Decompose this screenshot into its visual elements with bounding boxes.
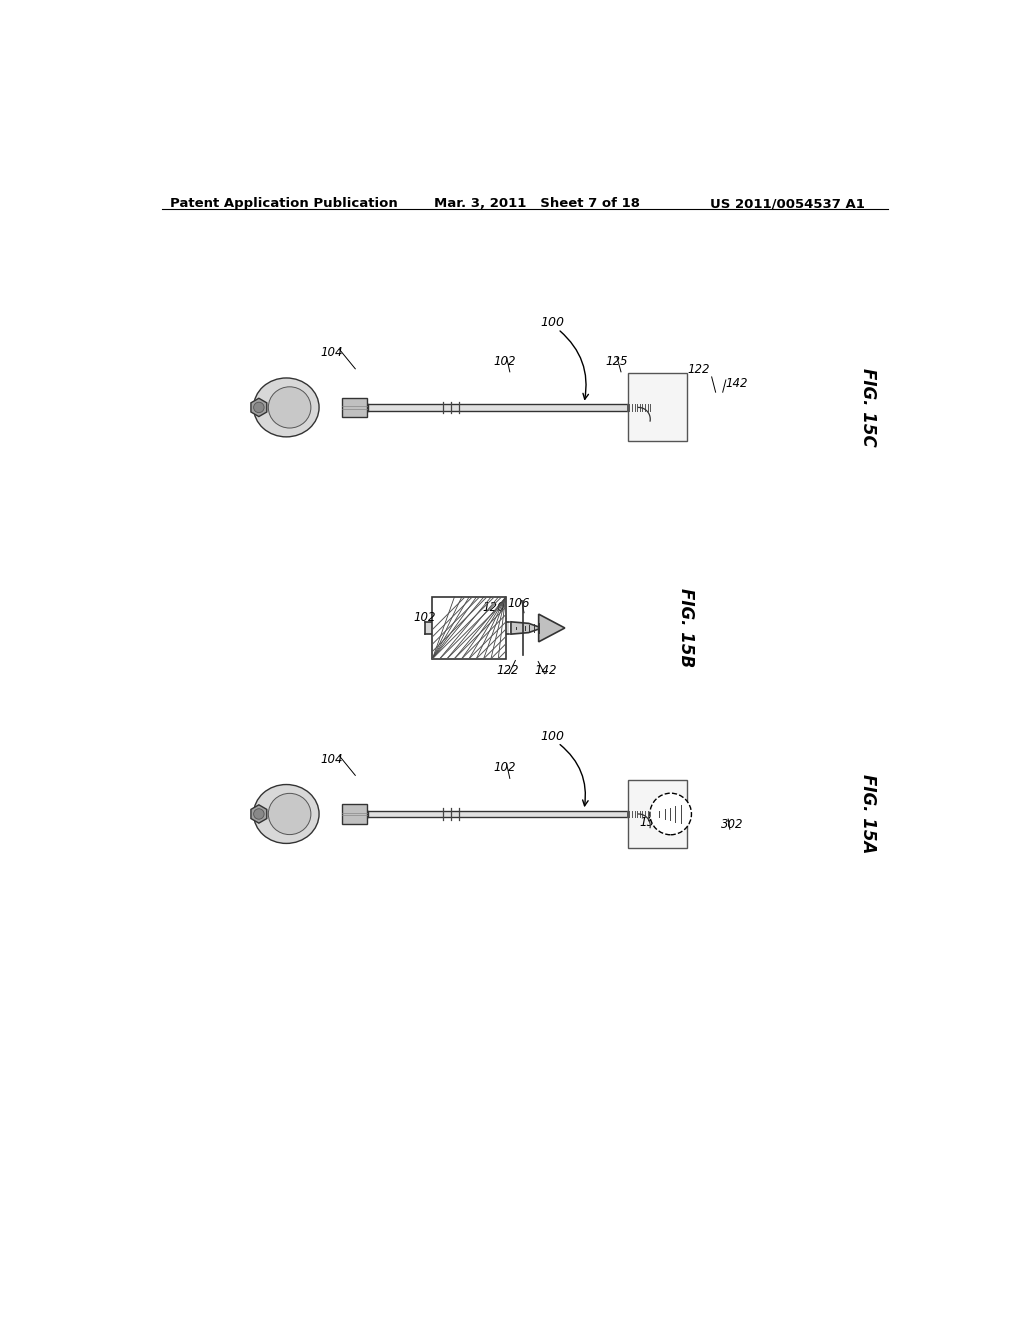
Ellipse shape [268,387,311,428]
Text: 122: 122 [497,664,519,677]
Text: 15B: 15B [639,816,663,829]
Polygon shape [251,399,267,417]
Bar [369,404,627,411]
Text: FIG. 15B: FIG. 15B [678,589,695,668]
Text: 100: 100 [541,317,564,329]
Ellipse shape [254,784,319,843]
Bar [342,804,367,824]
Bar [432,597,506,659]
Circle shape [650,793,691,834]
Ellipse shape [268,793,311,834]
Text: 142: 142 [535,664,557,677]
Text: FIG. 15C: FIG. 15C [859,368,877,446]
Text: 302: 302 [721,818,743,832]
Polygon shape [539,614,565,642]
Text: 102: 102 [414,611,436,623]
Ellipse shape [254,378,319,437]
Circle shape [254,809,264,820]
Text: 104: 104 [321,752,343,766]
Text: 102: 102 [494,762,516,774]
Text: 122: 122 [687,363,710,376]
Bar [425,622,509,634]
Text: 106: 106 [507,598,529,610]
Text: 120: 120 [482,601,505,614]
Text: 142: 142 [726,378,749,389]
Text: US 2011/0054537 A1: US 2011/0054537 A1 [710,197,865,210]
Bar [628,780,687,847]
Bar [628,374,687,441]
Text: Patent Application Publication: Patent Application Publication [170,197,397,210]
Bar [342,397,367,417]
Text: 104: 104 [321,346,343,359]
Text: 100: 100 [541,730,564,743]
Polygon shape [251,805,267,824]
Bar [369,810,627,817]
Text: FIG. 15A: FIG. 15A [859,775,877,854]
Text: 102: 102 [494,355,516,367]
Text: Mar. 3, 2011   Sheet 7 of 18: Mar. 3, 2011 Sheet 7 of 18 [434,197,640,210]
Polygon shape [511,622,542,634]
Text: 125: 125 [606,355,629,367]
Circle shape [254,403,264,413]
Text: 106: 106 [659,797,682,809]
